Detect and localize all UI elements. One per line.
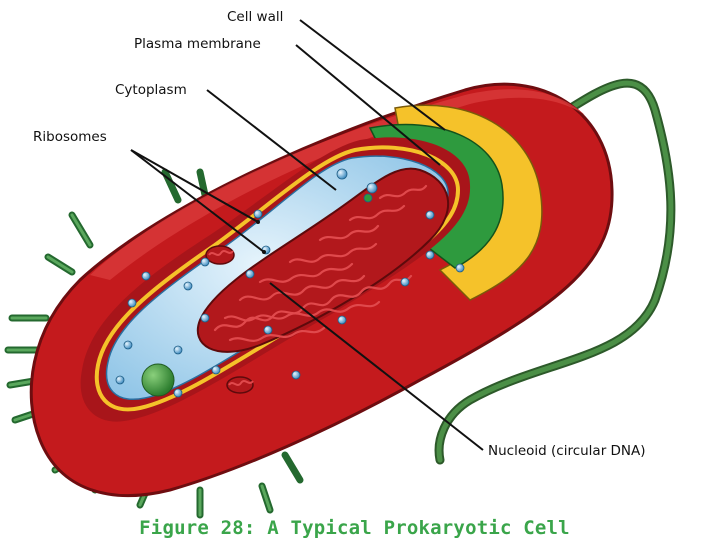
label-nucleoid: Nucleoid (circular DNA) <box>488 443 646 459</box>
label-cytoplasm: Cytoplasm <box>115 82 187 98</box>
plasmid <box>205 245 235 265</box>
figure-caption: Figure 28: A Typical Prokaryotic Cell <box>139 517 570 539</box>
label-ribosomes: Ribosomes <box>33 129 107 145</box>
ribosomes <box>115 168 465 398</box>
storage-granule <box>141 363 175 397</box>
plasmid <box>226 376 254 394</box>
label-cell-wall: Cell wall <box>227 9 283 25</box>
nucleoid <box>196 167 449 353</box>
leader-lines <box>130 19 484 451</box>
label-plasma-membrane: Plasma membrane <box>134 36 261 52</box>
